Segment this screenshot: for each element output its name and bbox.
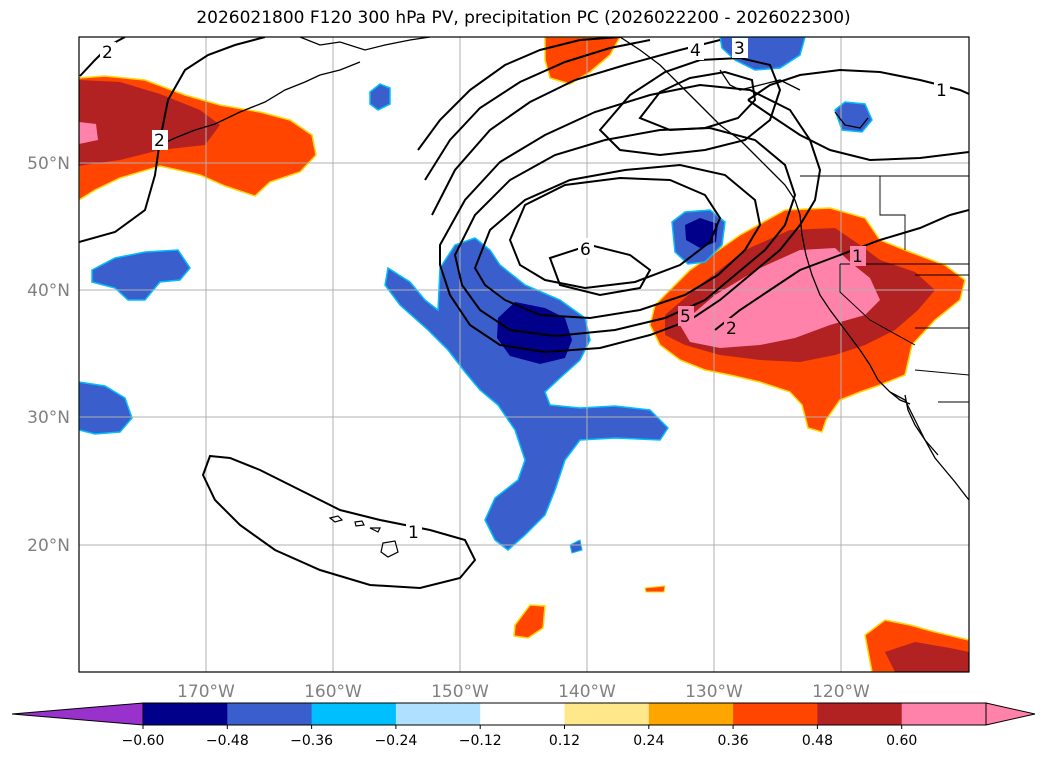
lon-label: 150°W: [431, 682, 489, 702]
lat-label: 50°N: [27, 154, 70, 174]
pv-label: 5: [680, 307, 691, 327]
lon-label: 160°W: [304, 682, 362, 702]
precip-positive-small-1: [513, 604, 546, 639]
pv-label: 2: [154, 131, 165, 151]
colorbar-tick-label: −0.12: [459, 733, 502, 749]
coastlines: [159, 37, 969, 501]
colorbar-tick-label: −0.24: [374, 733, 417, 749]
pv-label: 2: [726, 319, 737, 339]
precip-negative-west-30n: [79, 381, 133, 435]
colorbar-segment: [143, 703, 228, 725]
colorbar-segment: [733, 703, 818, 725]
pv-contours: [79, 37, 969, 590]
precip-negative-central: [384, 237, 669, 551]
pv-label: 6: [580, 240, 591, 260]
lat-label: 20°N: [27, 536, 70, 556]
colorbar: −0.60 −0.48 −0.36 −0.24 −0.12 0.12 0.24 0.36 0.4…: [11, 702, 1036, 749]
colorbar-tick-label: 0.12: [549, 733, 580, 749]
lat-label: 40°N: [27, 281, 70, 301]
pv-label: 1: [852, 247, 863, 267]
colorbar-segment: [480, 703, 565, 725]
longitude-labels: 170°W 160°W 150°W 140°W 130°W 120°W: [177, 682, 870, 702]
map-frame: [78, 36, 970, 673]
colorbar-extend-low: [11, 702, 144, 726]
colorbar-segment: [901, 703, 987, 725]
map-area: 2 2 4 3 1 6 5 2 1 1: [79, 37, 969, 672]
pv-label: 1: [936, 81, 947, 101]
colorbar-tick-label: 0.48: [802, 733, 833, 749]
lon-label: 130°W: [685, 682, 743, 702]
precip-negative-small-aleutian: [369, 83, 391, 111]
colorbar-segment: [648, 703, 734, 725]
colorbar-tick-label: 0.36: [718, 733, 749, 749]
map-title: 2026021800 F120 300 hPa PV, precipitatio…: [196, 8, 851, 28]
colorbar-tick-label: 0.60: [886, 733, 917, 749]
colorbar-tick-label: −0.36: [290, 733, 333, 749]
colorbar-segment: [395, 703, 481, 725]
pv-label: 1: [408, 523, 419, 543]
latitude-labels: 50°N 40°N 30°N 20°N: [27, 154, 70, 556]
pv-contour-labels: 2 2 4 3 1 6 5 2 1 1: [100, 38, 950, 543]
lon-label: 170°W: [177, 682, 235, 702]
pv-label: 4: [690, 41, 701, 61]
hawaii-islands: [328, 515, 399, 558]
lon-label: 120°W: [812, 682, 870, 702]
colorbar-tick-label: −0.48: [206, 733, 249, 749]
graticule: [79, 37, 969, 672]
colorbar-segment: [817, 703, 903, 725]
pv-label: 2: [102, 43, 113, 63]
colorbar-extend-high: [985, 702, 1036, 726]
precip-negative-west-40n: [91, 249, 191, 301]
pv-label: 3: [734, 39, 745, 59]
colorbar-segment: [311, 703, 397, 725]
colorbar-tick-label: 0.24: [633, 733, 664, 749]
lat-label: 30°N: [27, 408, 70, 428]
colorbar-tick-label: −0.60: [122, 733, 165, 749]
lon-label: 140°W: [558, 682, 616, 702]
colorbar-segment: [227, 703, 313, 725]
colorbar-segment: [564, 703, 650, 725]
